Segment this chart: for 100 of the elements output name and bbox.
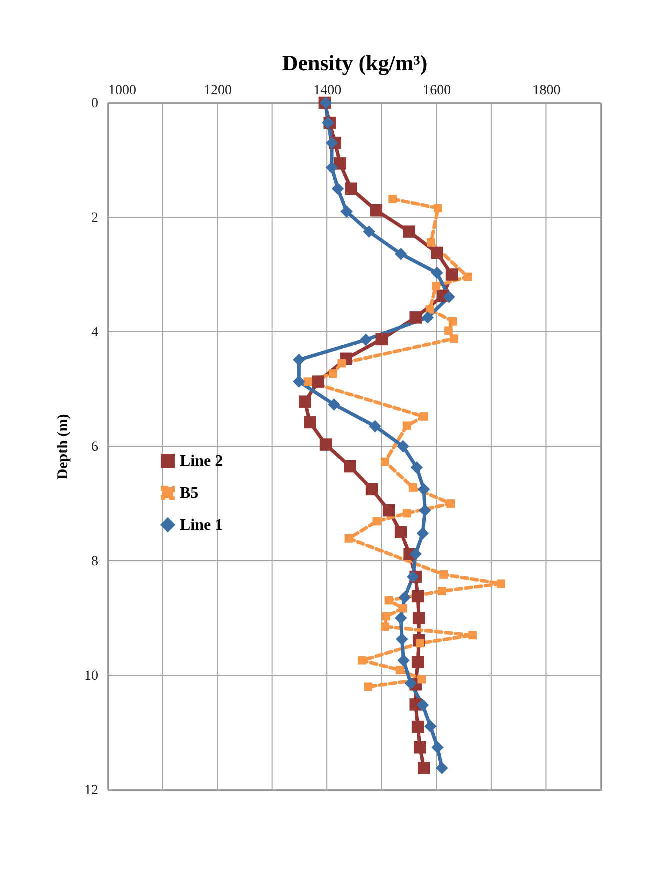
point <box>382 504 396 517</box>
point <box>372 517 382 526</box>
point <box>432 282 440 290</box>
point <box>332 182 344 195</box>
point <box>380 458 390 466</box>
point <box>293 376 306 388</box>
point <box>464 272 472 282</box>
y-tick-label: 0 <box>92 96 98 112</box>
point <box>344 534 354 543</box>
point <box>408 484 418 492</box>
point <box>416 699 430 712</box>
point <box>334 158 346 170</box>
x-tick-label: 1400 <box>314 84 342 98</box>
point <box>412 590 424 603</box>
y-axis-title: Depth (m) <box>56 414 72 480</box>
point <box>370 204 383 217</box>
y-tick-label: 10 <box>84 669 98 684</box>
y-tick-label: 12 <box>84 784 98 798</box>
point <box>434 204 442 213</box>
point <box>402 509 412 518</box>
point <box>450 334 458 344</box>
point <box>358 656 366 665</box>
point <box>382 612 390 621</box>
point <box>320 438 332 451</box>
point <box>446 500 456 508</box>
point <box>366 483 378 496</box>
point <box>369 420 382 433</box>
point <box>418 675 426 684</box>
legend-label: B5 <box>180 485 199 502</box>
point <box>418 762 430 774</box>
point <box>440 570 448 579</box>
point <box>410 462 424 474</box>
point <box>448 318 458 326</box>
point <box>397 440 410 453</box>
point <box>380 622 390 632</box>
y-tick-label: 4 <box>92 326 98 340</box>
x-tick-label: 1200 <box>204 84 232 98</box>
point <box>384 596 394 605</box>
point <box>340 206 353 218</box>
point <box>403 226 416 238</box>
point <box>304 378 312 386</box>
point <box>422 312 434 324</box>
point <box>394 526 408 538</box>
point <box>419 504 432 517</box>
point <box>396 633 408 646</box>
point <box>406 570 420 584</box>
point <box>326 136 338 150</box>
point <box>436 762 448 774</box>
point <box>431 266 444 280</box>
point <box>399 604 408 613</box>
legend-label: Line 1 <box>180 517 224 534</box>
point <box>328 398 340 411</box>
point <box>376 333 388 346</box>
point <box>363 226 376 238</box>
point <box>398 654 410 667</box>
point <box>312 376 324 388</box>
point <box>468 631 478 640</box>
point <box>431 246 444 260</box>
x-tick-label: 1600 <box>423 84 452 98</box>
point <box>304 416 316 429</box>
point <box>443 290 456 304</box>
point <box>404 677 418 690</box>
point <box>420 412 428 421</box>
point <box>360 334 372 346</box>
point <box>364 682 372 692</box>
x-tick-label: 1800 <box>532 84 561 98</box>
point <box>412 720 424 734</box>
y-tick-label: 2 <box>92 211 98 226</box>
point <box>427 238 436 247</box>
point <box>414 742 426 754</box>
point <box>326 162 338 174</box>
point <box>345 182 358 195</box>
point <box>396 666 404 675</box>
point <box>388 194 398 204</box>
point <box>394 612 408 624</box>
point <box>432 742 444 754</box>
point <box>416 527 430 540</box>
point <box>438 587 446 596</box>
point <box>410 548 422 560</box>
point <box>412 656 424 668</box>
point <box>418 483 430 496</box>
point <box>497 580 506 588</box>
point <box>299 396 312 408</box>
point <box>402 422 412 430</box>
x-tick-label: 1000 <box>108 84 136 98</box>
y-tick-label: 8 <box>92 554 98 570</box>
legend-label: Line 2 <box>180 453 224 470</box>
point <box>413 612 426 624</box>
point <box>444 326 453 336</box>
point <box>398 592 412 604</box>
x-axis-title: Density (kg/m³) <box>282 50 428 76</box>
point <box>446 268 458 281</box>
point <box>426 305 434 314</box>
point <box>424 720 437 733</box>
point <box>410 312 422 324</box>
point <box>394 248 408 260</box>
point <box>328 370 338 378</box>
point <box>344 460 356 473</box>
point <box>293 354 306 366</box>
y-tick-label: 6 <box>92 440 98 455</box>
